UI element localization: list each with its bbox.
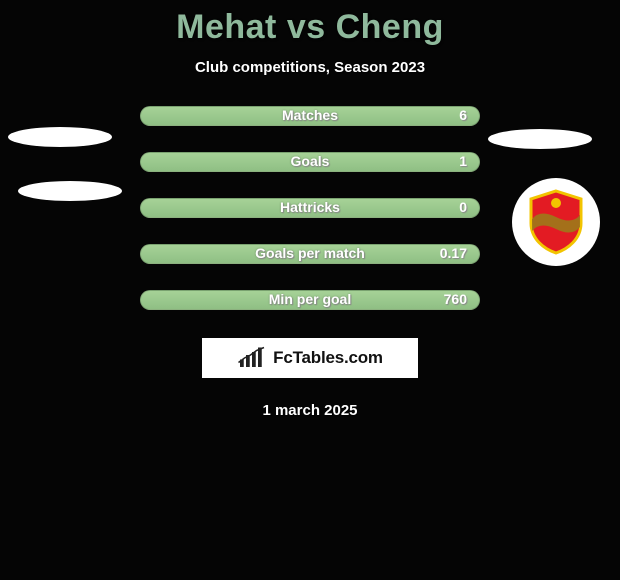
brand-badge: FcTables.com bbox=[202, 338, 418, 378]
stat-label: Matches bbox=[282, 107, 338, 123]
stat-row: Hattricks 0 bbox=[0, 198, 620, 218]
stat-label: Goals per match bbox=[255, 245, 365, 261]
stat-row: Min per goal 760 bbox=[0, 290, 620, 310]
stat-label: Goals bbox=[291, 153, 330, 169]
stat-value: 1 bbox=[459, 153, 467, 169]
stat-bar-hattricks: Hattricks 0 bbox=[140, 198, 480, 218]
left-ellipse-1 bbox=[8, 127, 112, 147]
brand-text: FcTables.com bbox=[273, 348, 383, 368]
subtitle: Club competitions, Season 2023 bbox=[0, 59, 620, 76]
stat-value: 760 bbox=[444, 291, 467, 307]
stat-label: Hattricks bbox=[280, 199, 340, 215]
stat-row: Matches 6 bbox=[0, 106, 620, 126]
stat-bar-mpg: Min per goal 760 bbox=[140, 290, 480, 310]
stat-row: Goals 1 bbox=[0, 152, 620, 172]
stats-card: Mehat vs Cheng Club competitions, Season… bbox=[0, 0, 620, 580]
stat-row: Goals per match 0.17 bbox=[0, 244, 620, 264]
right-ellipse-1 bbox=[488, 129, 592, 149]
stat-value: 0 bbox=[459, 199, 467, 215]
page-title: Mehat vs Cheng bbox=[0, 0, 620, 47]
stat-bar-matches: Matches 6 bbox=[140, 106, 480, 126]
date-label: 1 march 2025 bbox=[0, 402, 620, 419]
stat-label: Min per goal bbox=[269, 291, 351, 307]
stat-bar-gpm: Goals per match 0.17 bbox=[140, 244, 480, 264]
stat-value: 0.17 bbox=[440, 245, 467, 261]
bar-chart-icon bbox=[237, 346, 267, 370]
stat-bar-goals: Goals 1 bbox=[140, 152, 480, 172]
stat-value: 6 bbox=[459, 107, 467, 123]
